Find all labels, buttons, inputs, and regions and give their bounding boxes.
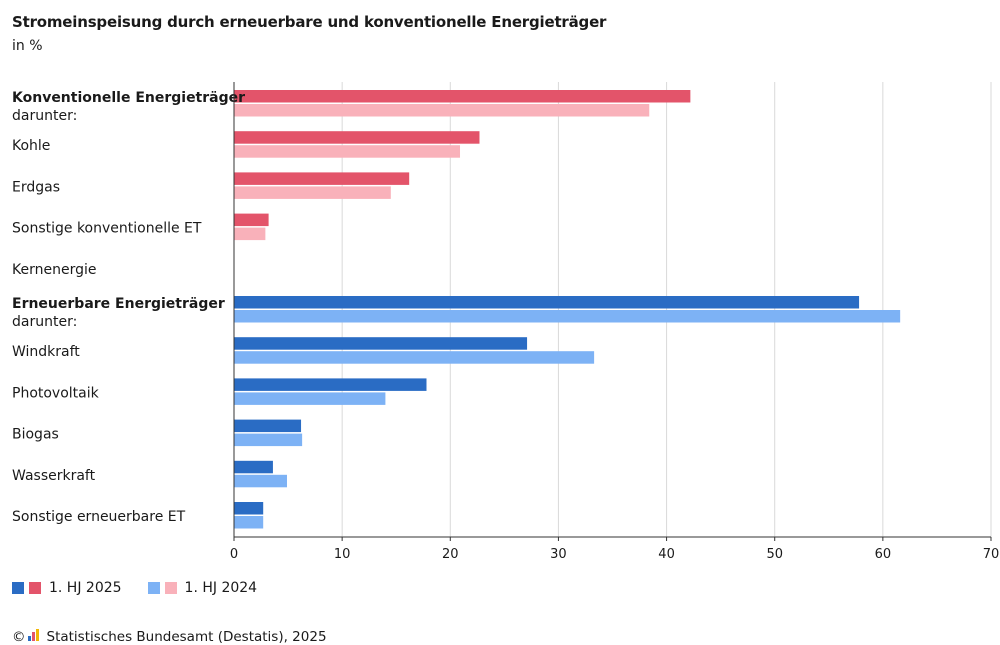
copyright-symbol: © xyxy=(12,629,26,645)
category-label: Konventionelle Energieträger xyxy=(12,90,245,106)
x-tick-label: 10 xyxy=(334,547,351,562)
bar-2025 xyxy=(234,213,269,227)
bar-2025 xyxy=(234,419,302,433)
category-label: Sonstige konventionelle ET xyxy=(12,221,202,237)
bar-2025 xyxy=(234,172,410,185)
category-label: Sonstige erneuerbare ET xyxy=(12,509,186,525)
bar-2025 xyxy=(234,90,691,103)
legend-item-2025[interactable]: 1. HJ 2025 xyxy=(12,580,122,596)
bar-2024 xyxy=(234,104,650,117)
bar-2024 xyxy=(234,433,303,447)
bar-2025 xyxy=(234,502,264,515)
bar-2024 xyxy=(234,474,287,488)
bar-2025 xyxy=(234,131,480,144)
x-tick-label: 40 xyxy=(658,547,675,562)
category-label: Windkraft xyxy=(12,344,80,360)
legend-item-2024[interactable]: 1. HJ 2024 xyxy=(147,580,258,596)
category-label: Photovoltaik xyxy=(12,385,100,401)
category-sublabel: darunter: xyxy=(12,314,77,330)
legend-label-2025: 1. HJ 2025 xyxy=(49,580,122,596)
bar-2024 xyxy=(234,310,901,323)
category-label: Erneuerbare Energieträger xyxy=(12,296,225,312)
legend: 1. HJ 2025 1. HJ 2024 xyxy=(12,580,283,596)
category-label: Biogas xyxy=(12,427,59,443)
bar-2025 xyxy=(234,378,427,391)
x-tick-label: 60 xyxy=(875,547,892,562)
legend-swatch-renewable-2025 xyxy=(12,582,24,594)
chart-subtitle: in % xyxy=(12,38,43,54)
x-tick-label: 0 xyxy=(230,547,238,562)
category-label: Wasserkraft xyxy=(12,468,96,484)
destatis-logo-icon xyxy=(27,629,42,645)
source-note: © Statistisches Bundesamt (Destatis), 20… xyxy=(12,629,327,645)
x-tick-label: 70 xyxy=(983,547,1000,562)
bar-2025 xyxy=(234,296,860,309)
source-text: Statistisches Bundesamt (Destatis), 2025 xyxy=(46,629,327,645)
bar-2024 xyxy=(234,516,264,529)
category-label: Kernenergie xyxy=(12,262,96,278)
bar-2024 xyxy=(234,392,386,405)
legend-swatch-conventional-2025 xyxy=(29,582,41,594)
chart-title: Stromeinspeisung durch erneuerbare und k… xyxy=(12,13,607,31)
legend-label-2024: 1. HJ 2024 xyxy=(184,580,258,596)
bar-chart: Konventionelle Energieträger darunter: Koh… xyxy=(12,82,1000,562)
x-tick-label: 30 xyxy=(550,547,567,562)
bar-2024 xyxy=(234,186,391,199)
bar-2024 xyxy=(234,351,595,364)
x-tick-label: 50 xyxy=(766,547,783,562)
bar-2024 xyxy=(234,227,266,241)
bar-2025 xyxy=(234,460,273,474)
x-tick-label: 20 xyxy=(442,547,459,562)
category-label: Kohle xyxy=(12,138,50,154)
bar-2024 xyxy=(234,145,461,158)
bar-2025 xyxy=(234,337,528,350)
legend-swatch-renewable-2024 xyxy=(147,582,160,594)
category-sublabel: darunter: xyxy=(12,108,77,124)
legend-swatch-conventional-2024 xyxy=(164,582,177,594)
category-label: Erdgas xyxy=(12,179,60,195)
